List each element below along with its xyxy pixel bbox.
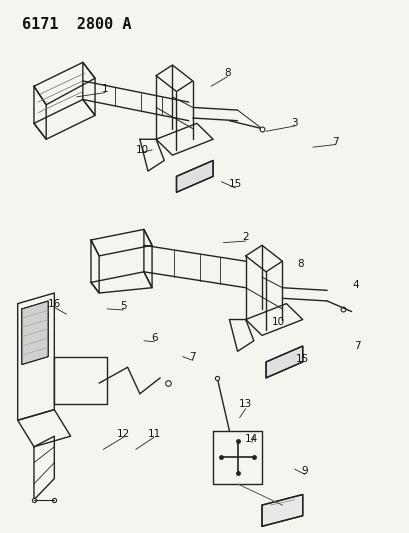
Text: 2: 2	[242, 232, 248, 243]
Text: 9: 9	[301, 466, 307, 475]
Polygon shape	[176, 160, 213, 192]
Text: 7: 7	[353, 341, 360, 351]
Text: 8: 8	[297, 259, 303, 269]
Text: 15: 15	[228, 179, 242, 189]
Text: 1: 1	[102, 84, 108, 94]
Text: 13: 13	[238, 399, 252, 409]
Polygon shape	[22, 301, 48, 365]
Polygon shape	[261, 495, 302, 526]
Polygon shape	[265, 346, 302, 378]
Text: 10: 10	[135, 145, 148, 155]
Text: 15: 15	[295, 354, 309, 364]
Text: 6171  2800 A: 6171 2800 A	[22, 17, 131, 33]
Text: 6: 6	[151, 333, 157, 343]
Text: 7: 7	[189, 352, 196, 361]
Text: 7: 7	[331, 137, 338, 147]
Text: 3: 3	[290, 118, 297, 128]
Text: 5: 5	[120, 301, 126, 311]
Text: 11: 11	[147, 429, 160, 439]
Text: 12: 12	[117, 429, 130, 439]
Text: 4: 4	[351, 280, 358, 290]
Text: 16: 16	[47, 298, 61, 309]
Text: 14: 14	[245, 434, 258, 444]
Text: 10: 10	[271, 317, 284, 327]
Text: 8: 8	[224, 68, 230, 78]
